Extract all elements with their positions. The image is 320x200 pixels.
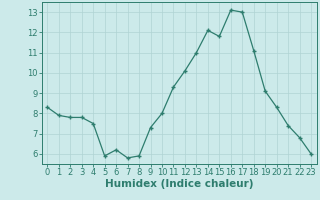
- X-axis label: Humidex (Indice chaleur): Humidex (Indice chaleur): [105, 179, 253, 189]
